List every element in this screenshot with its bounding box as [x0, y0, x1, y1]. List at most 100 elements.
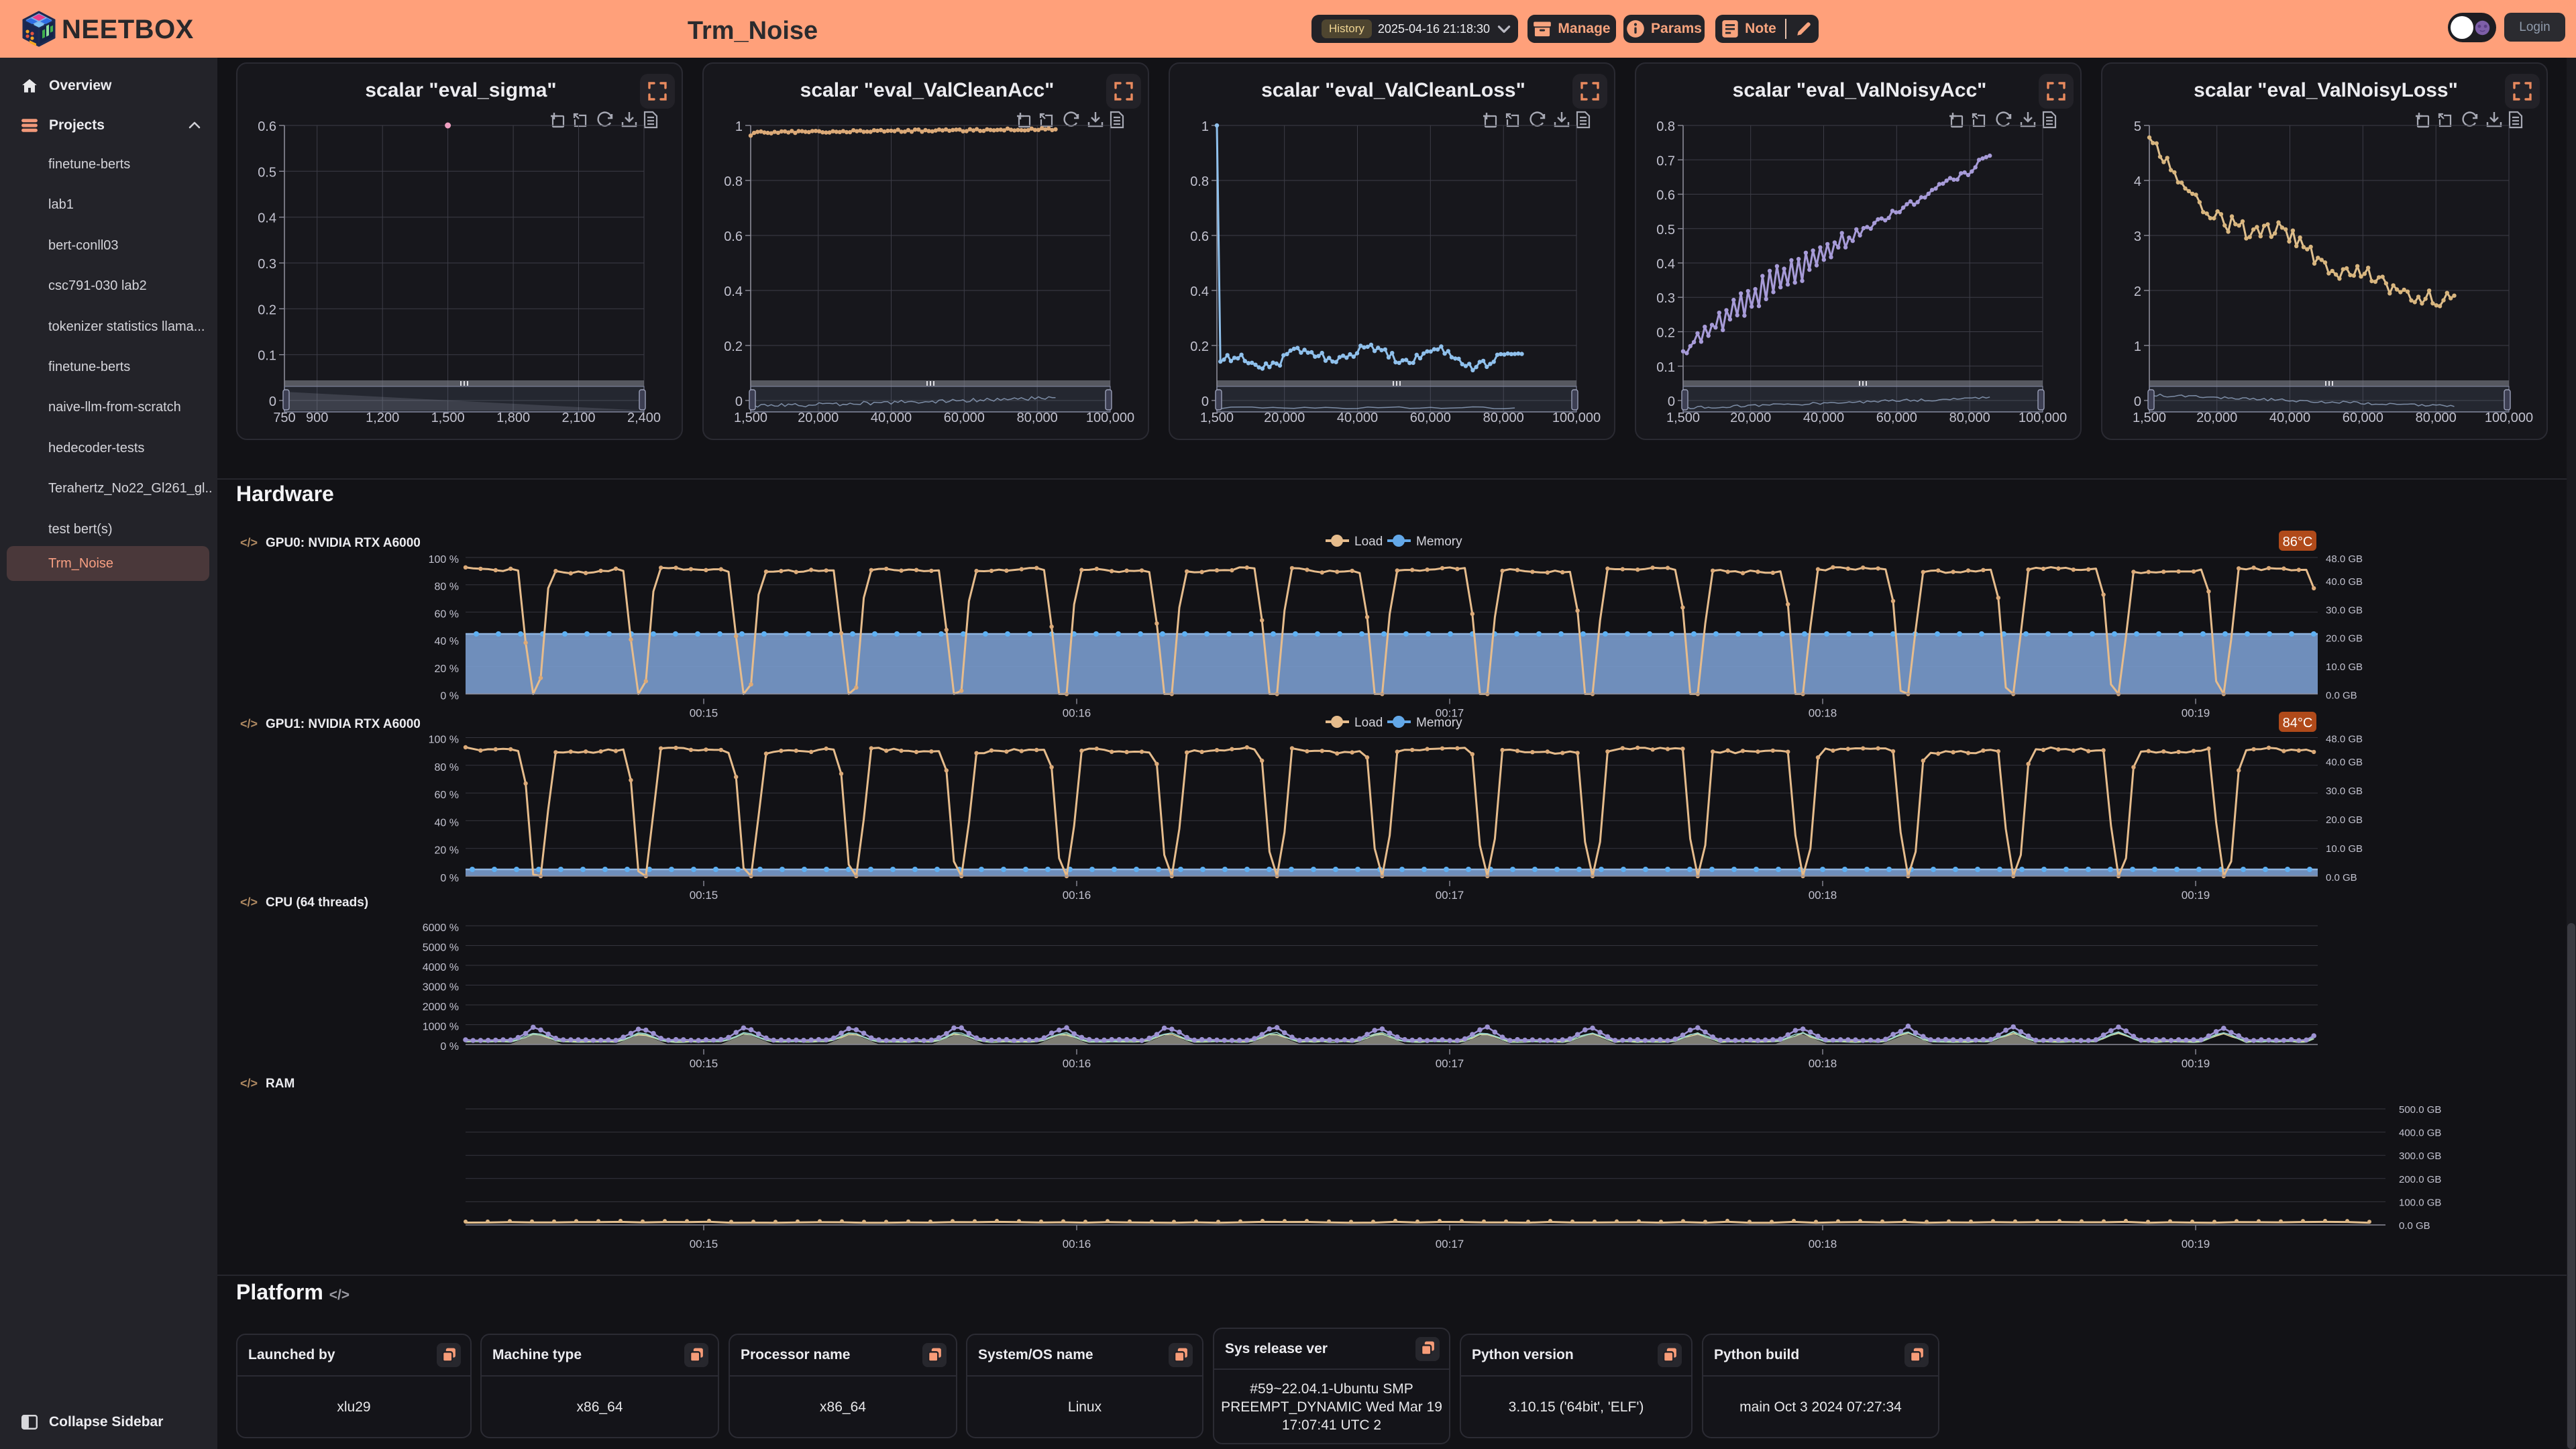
svg-text:00:16: 00:16: [1063, 1057, 1091, 1070]
svg-text:100 %: 100 %: [429, 554, 459, 566]
svg-text:scalar "eval_ValNoisyAcc": scalar "eval_ValNoisyAcc": [1733, 79, 1987, 101]
svg-text:500.0 GB: 500.0 GB: [2399, 1104, 2441, 1116]
svg-text:Load: Load: [1354, 716, 1383, 730]
svg-text:0 %: 0 %: [440, 873, 459, 884]
svg-text:0.4: 0.4: [258, 211, 276, 226]
svg-text:10.0 GB: 10.0 GB: [2326, 843, 2363, 855]
svg-text:0.8: 0.8: [1656, 119, 1675, 134]
svg-text:0: 0: [735, 394, 743, 409]
svg-text:40,000: 40,000: [2269, 411, 2310, 425]
svg-text:00:18: 00:18: [1809, 1057, 1837, 1070]
svg-text:3000 %: 3000 %: [423, 982, 459, 994]
svg-text:60,000: 60,000: [2343, 411, 2383, 425]
svg-text:84°C: 84°C: [2283, 716, 2313, 731]
svg-text:0.4: 0.4: [1656, 257, 1675, 272]
svg-text:200.0 GB: 200.0 GB: [2399, 1174, 2441, 1185]
svg-text:scalar "eval_ValNoisyLoss": scalar "eval_ValNoisyLoss": [2194, 79, 2458, 101]
svg-text:40,000: 40,000: [1803, 411, 1844, 425]
svg-text:0.5: 0.5: [258, 165, 276, 180]
svg-text:900: 900: [306, 411, 328, 425]
svg-text:86°C: 86°C: [2283, 535, 2313, 549]
svg-text:20,000: 20,000: [798, 411, 839, 425]
svg-text:1: 1: [735, 119, 743, 134]
svg-text:20.0 GB: 20.0 GB: [2326, 633, 2363, 645]
svg-text:1,800: 1,800: [496, 411, 530, 425]
svg-text:30.0 GB: 30.0 GB: [2326, 604, 2363, 616]
svg-text:</>: </>: [240, 896, 258, 909]
svg-text:1: 1: [1201, 119, 1209, 134]
svg-text:</>: </>: [240, 536, 258, 549]
svg-text:00:17: 00:17: [1436, 1238, 1464, 1250]
svg-text:10.0 GB: 10.0 GB: [2326, 661, 2363, 673]
svg-text:4: 4: [2134, 174, 2141, 189]
svg-text:80,000: 80,000: [1483, 411, 1524, 425]
svg-text:48.0 GB: 48.0 GB: [2326, 553, 2363, 565]
svg-text:1,500: 1,500: [1666, 411, 1700, 425]
svg-text:00:19: 00:19: [2182, 1057, 2210, 1070]
svg-text:0: 0: [2134, 394, 2141, 409]
svg-text:20,000: 20,000: [2196, 411, 2237, 425]
svg-text:20 %: 20 %: [435, 663, 459, 675]
svg-text:100 %: 100 %: [429, 735, 459, 746]
svg-text:5: 5: [2134, 119, 2141, 134]
svg-text:00:18: 00:18: [1809, 1238, 1837, 1250]
svg-text:0.6: 0.6: [1656, 189, 1675, 203]
svg-text:0: 0: [269, 394, 276, 409]
svg-text:0.8: 0.8: [1190, 174, 1209, 189]
svg-text:00:18: 00:18: [1809, 707, 1837, 720]
svg-text:48.0 GB: 48.0 GB: [2326, 734, 2363, 745]
svg-text:100,000: 100,000: [2019, 411, 2067, 425]
svg-text:</>: </>: [240, 717, 258, 731]
svg-text:100,000: 100,000: [1086, 411, 1134, 425]
svg-text:Memory: Memory: [1416, 535, 1462, 549]
svg-text:100,000: 100,000: [2485, 411, 2533, 425]
svg-text:20,000: 20,000: [1730, 411, 1771, 425]
svg-text:1,500: 1,500: [2133, 411, 2166, 425]
svg-text:00:17: 00:17: [1436, 1057, 1464, 1070]
svg-text:00:19: 00:19: [2182, 889, 2210, 902]
svg-text:40.0 GB: 40.0 GB: [2326, 757, 2363, 768]
svg-text:00:16: 00:16: [1063, 1238, 1091, 1250]
svg-text:60,000: 60,000: [1876, 411, 1917, 425]
svg-text:GPU0: NVIDIA RTX A6000: GPU0: NVIDIA RTX A6000: [266, 536, 421, 550]
svg-text:scalar "eval_ValCleanAcc": scalar "eval_ValCleanAcc": [800, 79, 1055, 101]
svg-text:0: 0: [1201, 394, 1209, 409]
svg-text:2,100: 2,100: [561, 411, 595, 425]
svg-text:Memory: Memory: [1416, 716, 1462, 730]
svg-text:20.0 GB: 20.0 GB: [2326, 814, 2363, 826]
svg-text:2,400: 2,400: [627, 411, 661, 425]
svg-text:6000 %: 6000 %: [423, 922, 459, 934]
svg-text:00:15: 00:15: [690, 889, 718, 902]
svg-text:750: 750: [273, 411, 295, 425]
svg-text:0.0 GB: 0.0 GB: [2326, 690, 2357, 702]
svg-text:20,000: 20,000: [1264, 411, 1305, 425]
svg-text:60 %: 60 %: [435, 790, 459, 801]
svg-text:100.0 GB: 100.0 GB: [2399, 1197, 2441, 1208]
svg-text:40.0 GB: 40.0 GB: [2326, 576, 2363, 588]
svg-text:00:18: 00:18: [1809, 889, 1837, 902]
svg-text:0.3: 0.3: [1656, 291, 1675, 306]
svg-text:30.0 GB: 30.0 GB: [2326, 786, 2363, 797]
svg-text:scalar "eval_ValCleanLoss": scalar "eval_ValCleanLoss": [1261, 79, 1525, 101]
svg-text:1,200: 1,200: [366, 411, 399, 425]
svg-text:4000 %: 4000 %: [423, 962, 459, 973]
svg-text:00:16: 00:16: [1063, 889, 1091, 902]
svg-text:00:16: 00:16: [1063, 707, 1091, 720]
svg-text:80,000: 80,000: [1949, 411, 1990, 425]
svg-text:00:15: 00:15: [690, 707, 718, 720]
svg-text:0.8: 0.8: [724, 174, 743, 189]
svg-text:60,000: 60,000: [944, 411, 985, 425]
svg-text:0.6: 0.6: [258, 119, 276, 134]
svg-text:80,000: 80,000: [2416, 411, 2457, 425]
svg-text:1000 %: 1000 %: [423, 1022, 459, 1033]
svg-text:00:15: 00:15: [690, 1057, 718, 1070]
svg-text:60,000: 60,000: [1410, 411, 1451, 425]
svg-text:40,000: 40,000: [871, 411, 912, 425]
svg-text:Load: Load: [1354, 535, 1383, 549]
svg-text:40,000: 40,000: [1337, 411, 1378, 425]
svg-text:300.0 GB: 300.0 GB: [2399, 1150, 2441, 1162]
svg-text:0.0 GB: 0.0 GB: [2399, 1220, 2430, 1232]
svg-text:RAM: RAM: [266, 1077, 294, 1091]
svg-text:0.1: 0.1: [1656, 360, 1675, 375]
svg-text:00:15: 00:15: [690, 1238, 718, 1250]
